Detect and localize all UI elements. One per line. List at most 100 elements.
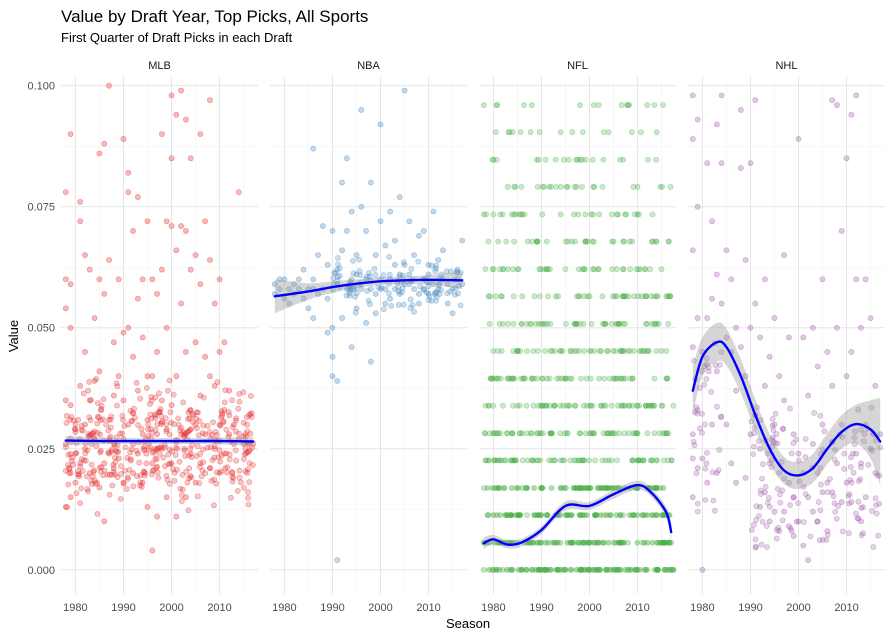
data-point [163, 421, 170, 428]
data-point [127, 449, 134, 456]
data-point [399, 285, 406, 292]
data-point [107, 416, 114, 423]
data-point [66, 464, 73, 471]
data-point [192, 339, 199, 346]
data-point [810, 441, 816, 447]
data-point [183, 116, 189, 123]
data-point [829, 489, 836, 496]
data-point [358, 203, 365, 210]
data-point [689, 431, 696, 438]
data-point [800, 334, 807, 341]
data-point [752, 544, 759, 551]
data-point [457, 302, 464, 309]
data-point [660, 539, 666, 546]
data-point [524, 430, 531, 437]
data-point [492, 293, 499, 300]
data-point [594, 485, 601, 491]
data-point [761, 489, 768, 496]
data-point [70, 461, 77, 468]
data-point [226, 451, 233, 458]
data-point [561, 485, 567, 491]
data-point [587, 402, 594, 409]
data-point [615, 402, 621, 409]
data-point [578, 566, 585, 573]
data-point [552, 539, 559, 546]
x-tick-label: 2010 [625, 602, 649, 614]
data-point [226, 456, 233, 463]
data-point [855, 406, 862, 413]
data-point [544, 320, 551, 327]
data-point [549, 539, 556, 546]
data-point [147, 444, 154, 451]
data-point [112, 448, 119, 454]
data-point [638, 293, 645, 300]
data-point [170, 391, 177, 398]
data-point [567, 348, 574, 354]
data-point [858, 504, 865, 511]
data-point [665, 457, 671, 464]
data-point [120, 480, 127, 487]
data-point [716, 361, 723, 368]
data-point [660, 512, 667, 518]
data-point [752, 300, 759, 307]
data-point [557, 211, 564, 218]
data-point [125, 421, 132, 428]
data-point [453, 270, 460, 276]
data-point [129, 409, 136, 416]
data-point [690, 438, 697, 445]
data-point [860, 530, 866, 537]
data-point [183, 228, 189, 234]
data-point [590, 102, 597, 108]
data-point [127, 456, 134, 463]
data-point [824, 349, 831, 355]
data-point [420, 228, 427, 234]
data-point [161, 444, 168, 451]
data-point [204, 444, 211, 451]
data-point [774, 527, 780, 534]
data-point [227, 494, 234, 501]
data-point [617, 512, 623, 518]
data-point [846, 491, 853, 498]
data-point [787, 405, 793, 412]
data-point [315, 290, 321, 297]
data-point [701, 421, 708, 428]
data-point [579, 129, 586, 136]
data-point [115, 448, 122, 455]
data-point [420, 286, 427, 292]
data-point [186, 475, 192, 482]
data-point [486, 566, 492, 573]
data-point [617, 348, 624, 354]
data-point [656, 539, 663, 546]
data-point [627, 348, 633, 354]
data-point [771, 315, 778, 321]
data-point [562, 238, 569, 245]
data-point [248, 410, 255, 416]
data-point [639, 512, 646, 518]
data-point [485, 402, 492, 409]
data-point [577, 430, 583, 437]
data-point [589, 266, 596, 273]
data-point [334, 266, 341, 273]
data-point [482, 457, 489, 464]
data-point [129, 418, 136, 424]
data-point [165, 387, 171, 394]
data-point [530, 457, 536, 464]
data-point [819, 421, 826, 428]
data-point [564, 430, 570, 437]
data-point [225, 433, 232, 440]
data-point [781, 397, 787, 404]
data-point [568, 348, 574, 354]
data-point [65, 451, 72, 458]
data-point [485, 512, 492, 518]
confidence-band [274, 271, 463, 314]
data-point [455, 290, 462, 297]
data-point [192, 479, 199, 486]
data-point [226, 412, 233, 419]
data-point [124, 455, 131, 461]
data-point [608, 211, 615, 218]
data-point [510, 266, 516, 273]
data-point [634, 512, 641, 518]
data-point [533, 320, 539, 327]
data-point [723, 247, 730, 254]
